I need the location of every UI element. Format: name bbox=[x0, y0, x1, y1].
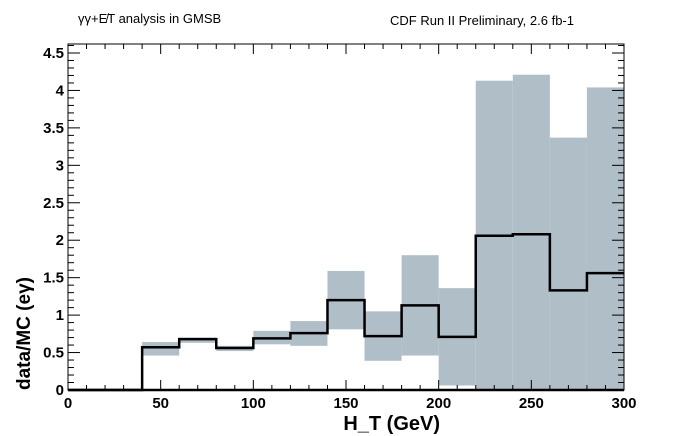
title-left: γγ+E̸T analysis in GMSB bbox=[78, 11, 221, 26]
uncertainty-bands bbox=[142, 74, 624, 391]
y-tick-label: 3 bbox=[56, 157, 64, 174]
band-bin-13 bbox=[549, 137, 587, 390]
y-axis-label: data/MC (eγ) bbox=[14, 277, 35, 390]
data-mc-step-line bbox=[68, 232, 624, 392]
x-tick-label: 100 bbox=[241, 395, 266, 412]
y-tick-label: 4.5 bbox=[43, 45, 64, 62]
x-tick-label: 200 bbox=[426, 395, 451, 412]
band-bin-2 bbox=[142, 342, 180, 356]
y-tick-label: 0 bbox=[56, 382, 64, 399]
y-tick-label: 1 bbox=[56, 307, 64, 324]
x-tick-label: 250 bbox=[519, 395, 544, 412]
x-axis-label: H_T (GeV) bbox=[343, 413, 440, 435]
title-right: CDF Run II Preliminary, 2.6 fb-1 bbox=[390, 13, 574, 28]
y-tick-label: 1.5 bbox=[43, 270, 64, 287]
x-tick-label: 150 bbox=[333, 395, 358, 412]
y-tick-label: 2.5 bbox=[43, 195, 64, 212]
y-tick-label: 0.5 bbox=[43, 345, 64, 362]
y-tick-label: 2 bbox=[56, 232, 64, 249]
x-tick-label: 300 bbox=[611, 395, 636, 412]
x-tick-label: 0 bbox=[64, 395, 72, 412]
axes: 0 50 100 150 200 250 300 0 0.5 1 1.5 2 2.5 3 3.5 4 4.5 bbox=[43, 43, 637, 412]
x-tick-label: 50 bbox=[152, 395, 169, 412]
band-bin-12 bbox=[512, 74, 550, 390]
y-tick-label: 3.5 bbox=[43, 120, 64, 137]
band-bin-14 bbox=[586, 87, 624, 391]
y-tick-label: 4 bbox=[56, 82, 65, 99]
